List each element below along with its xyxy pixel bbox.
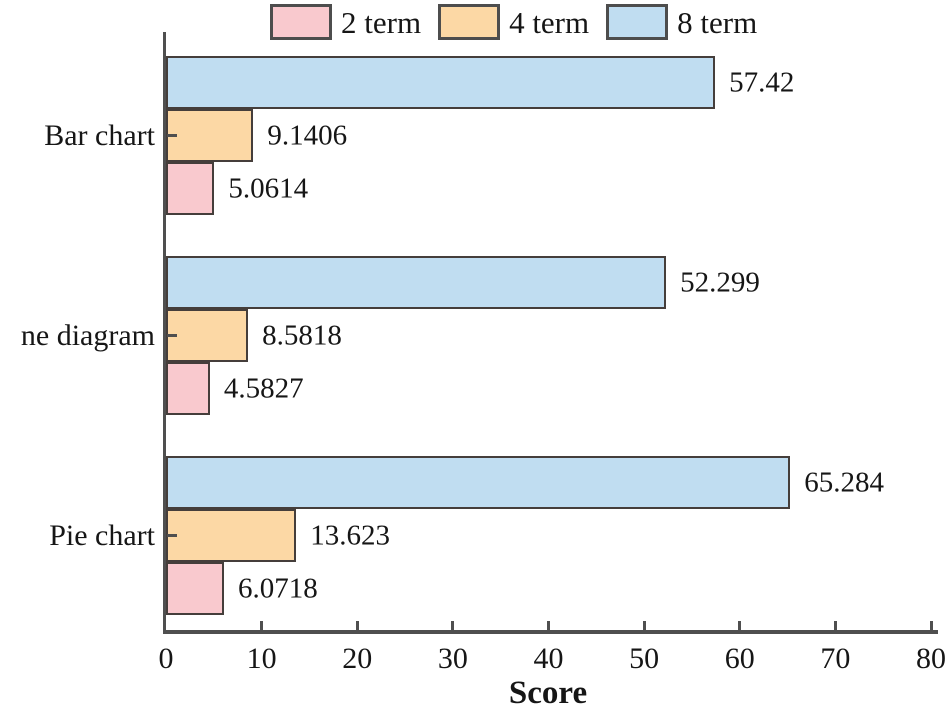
bar-4-term: [166, 109, 254, 162]
y-axis-tick: [167, 134, 177, 137]
x-axis-tick-label: 10: [246, 642, 277, 675]
x-axis-tick-label: 30: [437, 642, 468, 675]
bar-value-label: 4.5827: [223, 372, 304, 404]
x-axis-tick: [738, 621, 742, 630]
legend-item-8-term: 8 term: [606, 4, 757, 40]
x-axis-tick-label: 0: [158, 642, 174, 675]
bar-value-label: 8.5818: [262, 319, 342, 351]
bar-value-label: 65.284: [804, 466, 885, 498]
x-axis-tick: [260, 621, 264, 630]
y-axis-tick: [167, 534, 177, 537]
legend-swatch-icon: [606, 4, 669, 40]
category-label: ne diagram: [20, 318, 155, 352]
x-axis-tick: [547, 621, 550, 630]
bar-4-term: [166, 309, 249, 362]
bar-8-term: [166, 256, 667, 309]
bar-value-label: 57.42: [729, 66, 795, 98]
bar-value-label: 52.299: [680, 266, 760, 298]
bar-2-term: [166, 162, 215, 215]
x-axis-tick-label: 40: [533, 642, 564, 675]
legend-swatch-icon: [270, 4, 332, 40]
y-axis-tick: [167, 334, 177, 337]
legend-label: 2 term: [341, 4, 422, 40]
x-axis-tick: [451, 621, 455, 630]
legend-item-2-term: 2 term: [270, 4, 421, 40]
x-axis-line: [163, 630, 938, 634]
bar-2-term: [166, 562, 225, 615]
x-axis-tick: [833, 621, 837, 630]
legend-item-4-term: 4 term: [438, 4, 589, 40]
x-axis-tick-label: 80: [916, 642, 946, 675]
x-axis-tick: [642, 621, 646, 630]
bar-8-term: [166, 456, 791, 509]
bar-8-term: [166, 56, 716, 109]
category-label: Pie chart: [49, 518, 155, 552]
x-axis-tick-label: 70: [820, 642, 851, 675]
bar-value-label: 9.1406: [267, 119, 348, 151]
x-axis-tick-label: 50: [629, 642, 660, 675]
bar-2-term: [166, 362, 210, 415]
y-axis-line: [163, 32, 166, 633]
x-axis-tick: [355, 621, 359, 630]
bar-value-label: 13.623: [310, 519, 391, 551]
legend-label: 8 term: [677, 4, 758, 40]
category-label: Bar chart: [44, 118, 155, 152]
x-axis-tick: [929, 621, 933, 630]
x-axis-tick-label: 20: [342, 642, 373, 675]
x-axis-title: Score: [508, 675, 588, 711]
bar-value-label: 5.0614: [228, 172, 309, 204]
chart-legend: 2 term 4 term 8 term: [270, 4, 757, 40]
bar-value-label: 6.0718: [238, 572, 318, 604]
legend-swatch-icon: [438, 4, 501, 40]
x-axis-tick-label: 60: [724, 642, 755, 675]
legend-label: 4 term: [509, 4, 590, 40]
bar-4-term: [166, 509, 297, 562]
